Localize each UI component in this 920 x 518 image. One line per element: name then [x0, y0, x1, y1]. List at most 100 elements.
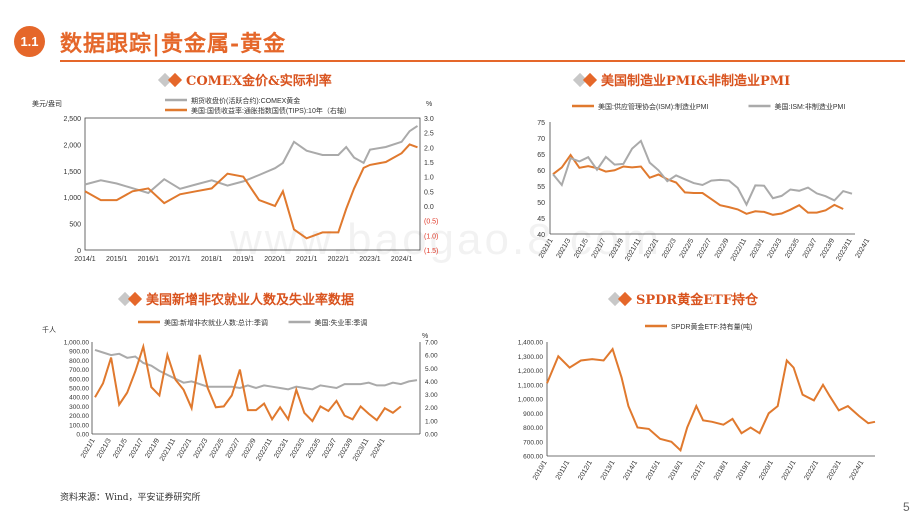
x-tick-label: 2021/3 — [556, 237, 573, 259]
y2-axis-unit: % — [426, 101, 432, 108]
x-tick-label: 2022/11 — [255, 437, 274, 462]
y2-tick-label: 0.0 — [424, 204, 434, 211]
x-tick-label: 2022/9 — [241, 437, 258, 459]
y-tick-label: 2,000 — [63, 142, 81, 149]
x-tick-label: 2021/1 — [296, 256, 318, 263]
y-tick-label: 55 — [537, 184, 545, 191]
chart-comex: 美元/盎司 % 期货收盘价(活跃合约):COMEX黄金美国:国债收益率:通胀指数国债… — [32, 96, 438, 263]
series-line-unemployment — [94, 348, 418, 391]
x-tick-label: 2022/7 — [225, 437, 242, 459]
y2-tick-label: 5.00 — [425, 366, 438, 373]
y-tick-label: 0.00 — [76, 432, 89, 439]
x-tick-label: 2021/9 — [144, 437, 161, 459]
y-tick-label: 1,500 — [63, 169, 81, 176]
x-tick-label: 2024/1 — [370, 437, 387, 459]
y2-tick-label: 4.00 — [425, 379, 438, 386]
x-tick-label: 2023/1 — [749, 237, 766, 259]
y-tick-label: 200.00 — [69, 413, 89, 420]
x-tick-label: 2022/7 — [696, 237, 713, 259]
x-tick-label: 2014/1 — [622, 459, 639, 481]
x-tick-label: 2021/5 — [112, 437, 129, 459]
x-tick-label: 2017/1 — [169, 256, 191, 263]
panel-title-comex: COMEX金价&实际利率 — [157, 70, 332, 89]
y-tick-label: 1,300.00 — [518, 354, 544, 361]
x-tick-label: 2023/9 — [338, 437, 355, 459]
y-tick-label: 100.00 — [69, 422, 89, 429]
y2-tick-label: 2.0 — [424, 145, 434, 152]
x-tick-label: 2021/3 — [96, 437, 113, 459]
y-tick-label: 45 — [537, 216, 545, 223]
y2-tick-label: 2.5 — [424, 131, 434, 138]
x-tick-label: 2021/1 — [781, 459, 798, 481]
diamond-icon — [127, 291, 143, 306]
panel-title-pmi: 美国制造业PMI&非制造业PMI — [572, 70, 790, 89]
plot-frame — [84, 117, 421, 251]
x-tick-label: 2023/7 — [802, 237, 819, 259]
x-tick-label: 2020/1 — [264, 256, 286, 263]
y-tick-label: 1,100.00 — [518, 382, 544, 389]
panel-title-nfp: 美国新增非农就业人数及失业率数据 — [117, 289, 354, 308]
x-tick-label: 2018/1 — [201, 256, 223, 263]
source-note: 资料来源：Wind，平安证券研究所 — [60, 493, 201, 503]
legend-label: 美国:ISM:非制造业PMI — [775, 102, 846, 111]
y2-tick-label: 2.00 — [425, 405, 438, 412]
legend-label: 美国:失业率:季调 — [315, 318, 368, 327]
x-tick-label: 2023/1 — [826, 459, 843, 481]
x-tick-label: 2023/5 — [784, 237, 801, 259]
x-tick-label: 2022/1 — [177, 437, 194, 459]
legend-label: 美国:供应管理协会(ISM):制造业PMI — [598, 102, 708, 111]
series-line-tips — [84, 143, 418, 240]
y-axis-unit: 千人 — [42, 325, 56, 334]
x-tick-label: 2022/3 — [661, 237, 678, 259]
y-tick-label: 2,500 — [63, 116, 81, 123]
y2-tick-label: 7.00 — [425, 340, 438, 347]
x-tick-label: 2021/7 — [128, 437, 145, 459]
chart-spdr: SPDR黄金ETF:持有量(吨) 600.00 700.00 800.00 900.00… — [518, 322, 876, 482]
panel-title-text: SPDR黄金ETF持仓 — [636, 293, 759, 308]
y-tick-label: 400.00 — [69, 395, 89, 402]
title-divider — [60, 60, 905, 62]
y-tick-label: 500 — [69, 222, 81, 229]
y-tick-label: 40 — [537, 232, 545, 239]
y-tick-label: 900.00 — [69, 349, 89, 356]
watermark: www.baogao.8.com — [230, 215, 662, 264]
y-tick-label: 65 — [537, 152, 545, 159]
x-tick-label: 2023/1 — [359, 256, 381, 263]
x-tick-label: 2014/1 — [74, 256, 96, 263]
y2-tick-label: 3.00 — [425, 392, 438, 399]
y2-tick-label: 1.0 — [424, 175, 434, 182]
y-tick-label: 800.00 — [69, 358, 89, 365]
y-tick-label: 50 — [537, 200, 545, 207]
y2-tick-label: 0.00 — [425, 432, 438, 439]
legend-label: 美国:新增非农就业人数:总计:季调 — [164, 318, 268, 327]
series-line-nonfarm-payrolls — [94, 342, 402, 423]
x-tick-label: 2015/1 — [106, 256, 128, 263]
x-tick-label: 2021/7 — [591, 237, 608, 259]
y2-tick-label: (1.0) — [424, 233, 438, 240]
x-tick-label: 2023/9 — [819, 237, 836, 259]
x-tick-label: 2019/1 — [736, 459, 753, 481]
diamond-icon — [617, 291, 633, 306]
y-axis-unit: 美元/盎司 — [32, 99, 62, 108]
x-tick-label: 2023/3 — [767, 237, 784, 259]
y-tick-label: 1,000 — [63, 195, 81, 202]
y-tick-label: 900.00 — [523, 411, 543, 418]
y2-tick-label: 0.5 — [424, 189, 434, 196]
y-tick-label: 1,200.00 — [518, 368, 544, 375]
panel-title-spdr: SPDR黄金ETF持仓 — [607, 289, 759, 308]
y2-tick-label: (0.5) — [424, 219, 438, 226]
x-tick-label: 2016/1 — [668, 459, 685, 481]
chart-pmi: 美国:供应管理协会(ISM):制造业PMI 美国:ISM:非制造业PMI 40 45 5… — [537, 102, 870, 262]
x-tick-label: 2021/11 — [159, 437, 178, 462]
x-tick-label: 2016/1 — [138, 256, 160, 263]
series-line-spdr-holdings — [546, 346, 876, 453]
y-tick-label: 60 — [537, 168, 545, 175]
y-tick-label: 500.00 — [69, 386, 89, 393]
x-tick-label: 2024/1 — [849, 459, 866, 481]
x-tick-label: 2022/11 — [730, 237, 749, 262]
y2-axis-unit: % — [422, 333, 428, 340]
y-tick-label: 700.00 — [523, 439, 543, 446]
x-tick-label: 2013/1 — [600, 459, 617, 481]
x-tick-label: 2020/1 — [758, 459, 775, 481]
x-tick-label: 2021/1 — [80, 437, 97, 459]
